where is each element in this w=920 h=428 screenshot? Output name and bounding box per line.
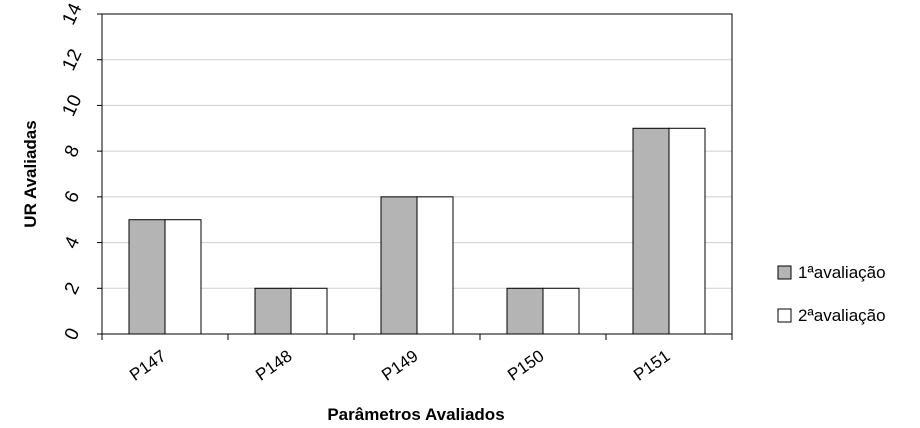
bar-1ªavaliação-P151 (632, 127, 670, 335)
axes (97, 13, 733, 340)
y-tick-label: 4 (61, 233, 85, 252)
bar-1ªavaliação-P147 (128, 219, 166, 335)
legend: 1ªavaliação 2ªavaliação (777, 263, 886, 325)
y-tick-labels: 0 2 4 6 8 10 12 14 (58, 0, 86, 343)
y-tick-label: 12 (58, 46, 86, 74)
x-tick-label: P149 (378, 346, 421, 384)
x-axis-title: Parâmetros Avaliados (327, 405, 504, 424)
bar-1ªavaliação-P149 (380, 196, 418, 335)
y-tick-label: 8 (61, 142, 85, 160)
legend-label-2: 2ªavaliação (798, 306, 886, 325)
bar-2ªavaliação-P147 (164, 219, 202, 335)
x-tick-labels: P147 P148 P149 P150 P151 (126, 346, 673, 384)
x-tick-label: P147 (126, 346, 169, 384)
y-axis-title: UR Avaliadas (21, 120, 40, 227)
bar-2ªavaliação-P150 (542, 287, 580, 335)
y-tick-label: 6 (61, 188, 85, 206)
x-tick-label: P148 (252, 346, 295, 384)
bar-2ªavaliação-P151 (668, 127, 706, 335)
bar-1ªavaliação-P148 (254, 287, 292, 335)
bar-1ªavaliação-P150 (506, 287, 544, 335)
y-tick-label: 0 (61, 325, 85, 343)
x-tick-label: P150 (504, 346, 547, 384)
bar-2ªavaliação-P149 (416, 196, 454, 335)
x-tick-label: P151 (630, 346, 673, 384)
legend-swatch-1 (777, 265, 792, 280)
y-tick-label: 10 (58, 92, 86, 120)
y-tick-label: 2 (61, 279, 85, 297)
bars (128, 127, 706, 335)
y-tick-label: 14 (58, 0, 86, 28)
bar-2ªavaliação-P148 (290, 287, 328, 335)
legend-swatch-2 (777, 308, 792, 323)
legend-label-1: 1ªavaliação (798, 263, 886, 282)
